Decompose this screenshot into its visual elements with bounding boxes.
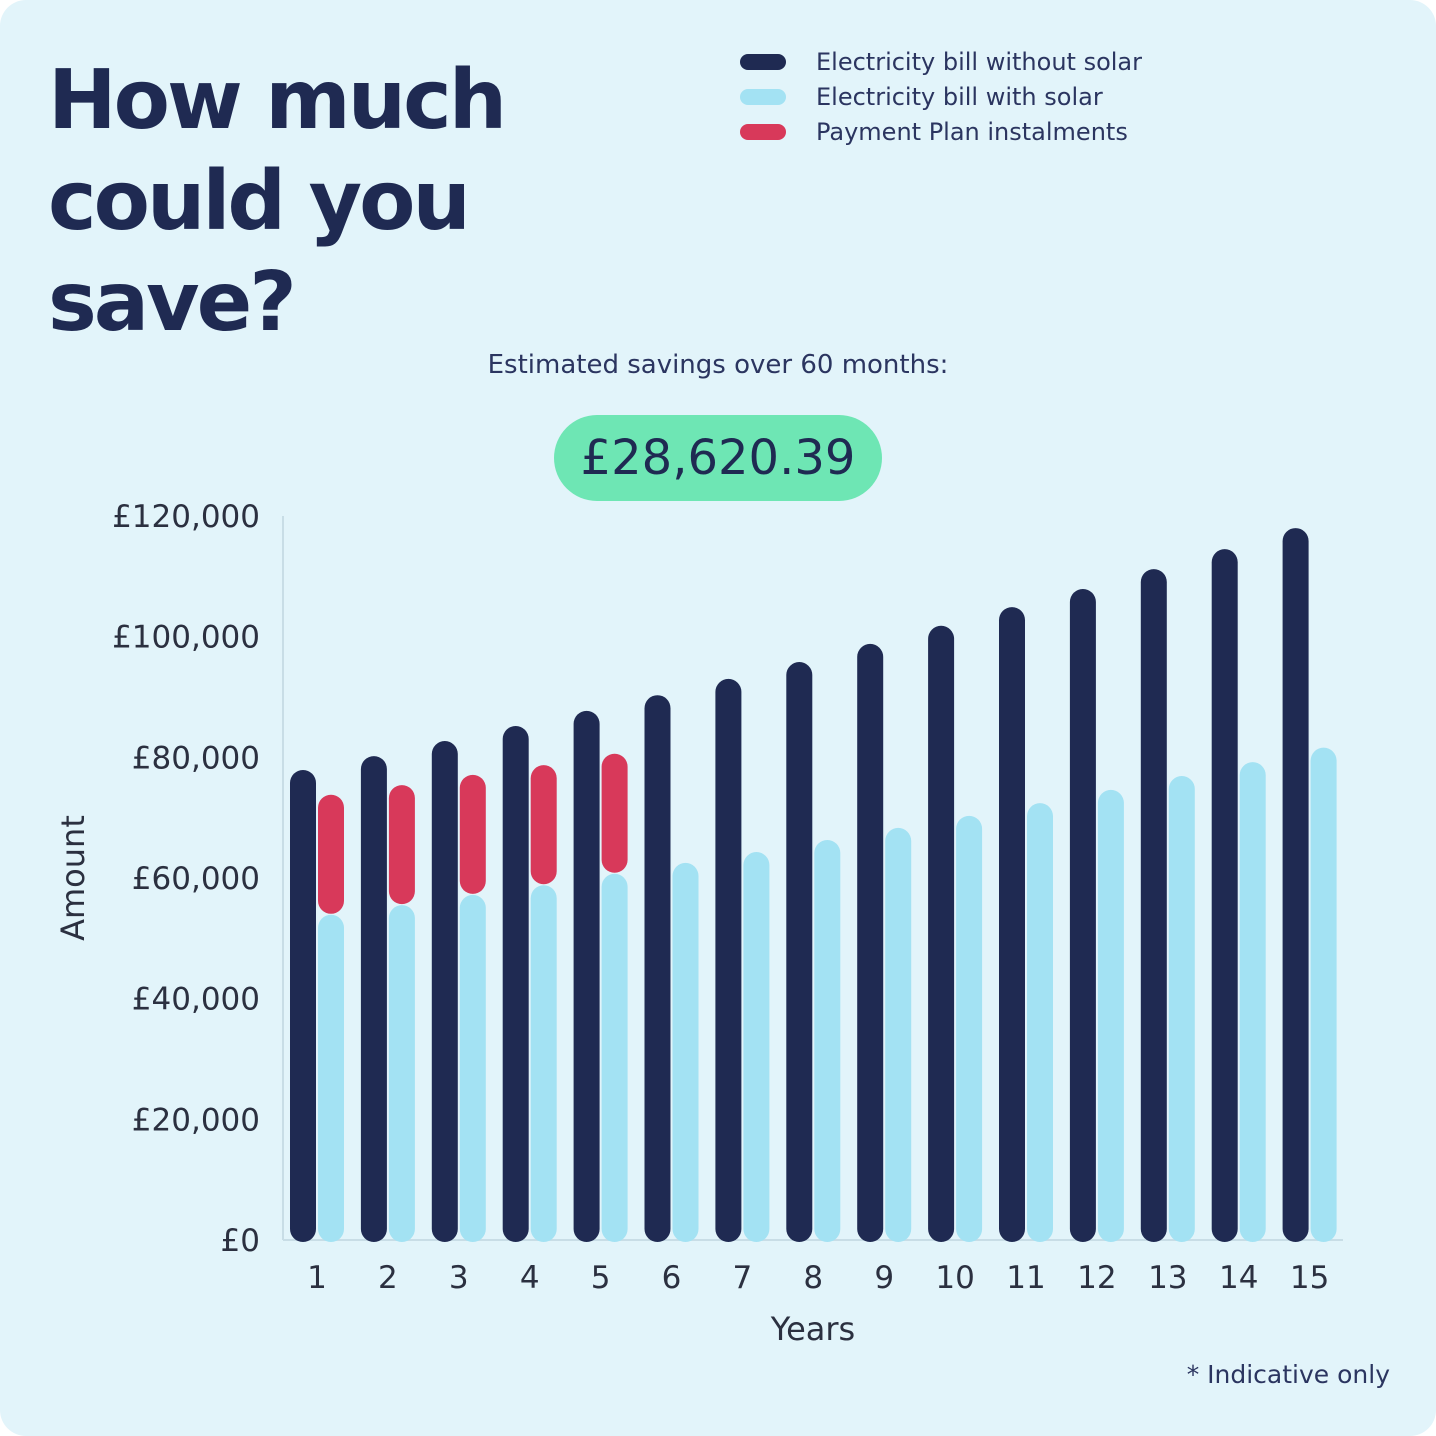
bar-with-solar — [388, 905, 415, 1242]
legend-item-without-solar: Electricity bill without solar — [740, 44, 1142, 79]
y-tick-label: £20,000 — [132, 1102, 260, 1138]
bar-without-solar — [715, 678, 742, 1242]
legend-item-with-solar: Electricity bill with solar — [740, 79, 1142, 114]
bar-with-solar — [1168, 776, 1195, 1242]
y-tick-label: £100,000 — [112, 620, 260, 656]
legend-item-instalments: Payment Plan instalments — [740, 114, 1142, 149]
bar-with-solar — [672, 862, 699, 1242]
bar-instalment — [601, 753, 628, 873]
legend-swatch — [740, 88, 786, 105]
x-tick-label: 12 — [1077, 1260, 1116, 1296]
savings-subtitle: Estimated savings over 60 months: — [487, 350, 949, 380]
page-title: How much could you save? — [48, 53, 507, 350]
bar-instalment — [388, 785, 415, 905]
bar-without-solar — [573, 710, 600, 1242]
bar-without-solar — [644, 695, 671, 1242]
x-tick-label: 8 — [803, 1260, 823, 1296]
bar-instalment — [318, 794, 344, 914]
x-tick-label: 1 — [307, 1260, 327, 1296]
bar-with-solar — [956, 815, 983, 1242]
bar-without-solar — [502, 725, 529, 1242]
y-tick-label: £80,000 — [132, 740, 260, 776]
footnote: * Indicative only — [1186, 1360, 1390, 1389]
bar-with-solar — [459, 894, 486, 1242]
bar-without-solar — [928, 625, 955, 1242]
bar-without-solar — [786, 662, 813, 1242]
x-tick-label: 3 — [449, 1260, 469, 1296]
legend-label: Payment Plan instalments — [816, 117, 1128, 146]
y-tick-label: £60,000 — [132, 861, 260, 897]
bar-without-solar — [360, 756, 387, 1242]
x-tick-label: 9 — [874, 1260, 894, 1296]
x-tick-label: 14 — [1219, 1260, 1258, 1296]
bar-without-solar — [1282, 528, 1309, 1242]
chart-legend: Electricity bill without solar Electrici… — [740, 44, 1142, 149]
bar-with-solar — [1097, 789, 1124, 1242]
x-axis-title: Years — [770, 1310, 855, 1348]
bar-without-solar — [1069, 589, 1096, 1242]
bar-without-solar — [999, 607, 1025, 1242]
bar-with-solar — [743, 852, 770, 1242]
x-tick-label: 2 — [378, 1260, 398, 1296]
x-tick-label: 4 — [520, 1260, 540, 1296]
bar-with-solar — [1027, 803, 1053, 1242]
x-tick-label: 13 — [1148, 1260, 1187, 1296]
legend-swatch — [740, 123, 786, 140]
bar-without-solar — [290, 770, 316, 1242]
bar-without-solar — [1211, 549, 1238, 1242]
bar-with-solar — [885, 827, 912, 1242]
legend-label: Electricity bill without solar — [816, 47, 1142, 76]
y-tick-label: £0 — [221, 1223, 260, 1259]
bar-instalment — [459, 774, 486, 894]
bar-with-solar — [318, 914, 344, 1242]
legend-swatch — [740, 53, 786, 70]
x-tick-label: 15 — [1290, 1260, 1329, 1296]
bar-without-solar — [857, 643, 884, 1242]
x-tick-label: 7 — [733, 1260, 753, 1296]
y-tick-label: £40,000 — [132, 982, 260, 1018]
bar-with-solar — [1310, 747, 1337, 1242]
bar-without-solar — [1140, 569, 1167, 1242]
x-tick-label: 11 — [1006, 1260, 1045, 1296]
bar-with-solar — [1239, 762, 1266, 1242]
bar-with-solar — [814, 839, 841, 1242]
bar-with-solar — [530, 885, 557, 1242]
legend-label: Electricity bill with solar — [816, 82, 1103, 111]
y-axis-title: Amount — [54, 815, 92, 941]
bar-without-solar — [431, 741, 458, 1242]
y-tick-label: £120,000 — [112, 499, 260, 535]
x-tick-label: 10 — [935, 1260, 974, 1296]
savings-value-badge: £28,620.39 — [554, 415, 882, 501]
x-tick-label: 5 — [591, 1260, 611, 1296]
bar-instalment — [530, 765, 557, 885]
x-tick-label: 6 — [662, 1260, 682, 1296]
bar-with-solar — [601, 873, 628, 1242]
